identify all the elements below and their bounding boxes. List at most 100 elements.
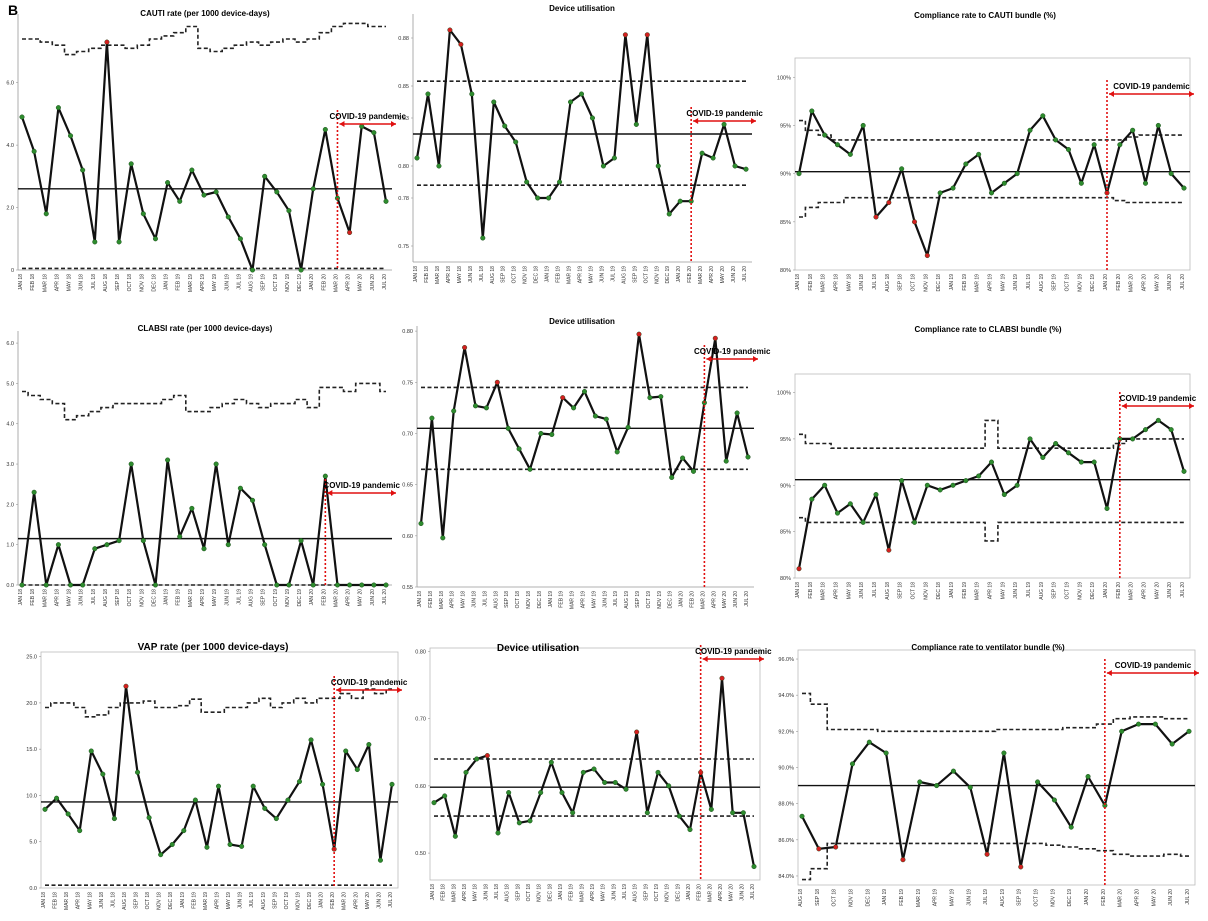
x-tick-label: JUN 18 [859, 274, 865, 291]
data-point [710, 155, 716, 161]
data-point [1181, 185, 1187, 191]
y-tick-label: 0.78 [398, 196, 409, 202]
data-point [1186, 728, 1192, 734]
data-point [204, 844, 210, 850]
data-point [1168, 171, 1174, 177]
plot-frame [794, 57, 1191, 271]
data-point [354, 767, 360, 773]
x-tick-label: JUN 20 [1167, 274, 1173, 291]
data-point [192, 797, 198, 803]
control-chart-9: Compliance rate to ventilator bundle (%)… [778, 643, 1199, 907]
data-point [298, 538, 304, 544]
data-point [524, 179, 530, 185]
x-tick-label: SEP 19 [272, 892, 278, 909]
covid-arrow-left-head [702, 656, 708, 662]
data-point [158, 852, 164, 858]
data-point [383, 198, 389, 204]
x-tick-label: JAN 19 [548, 591, 554, 608]
x-tick-label: SEP 19 [261, 589, 267, 606]
x-tick-label: NOV 19 [285, 274, 291, 292]
data-point [389, 781, 395, 787]
x-tick-label: MAR 19 [975, 582, 981, 600]
data-point [1119, 728, 1125, 734]
data-point [189, 167, 195, 173]
data-point [451, 408, 457, 414]
data-point [31, 489, 37, 495]
x-tick-label: FEB 18 [808, 274, 814, 291]
x-tick-label: FEB 20 [1101, 889, 1107, 906]
x-tick-label: JUL 20 [1180, 582, 1186, 598]
x-tick-label: JAN 19 [545, 266, 551, 283]
y-tick-label: 0.83 [398, 116, 409, 122]
x-tick-label: AUG 18 [798, 889, 804, 907]
x-tick-label: MAY 19 [212, 274, 218, 292]
x-tick-label: APR 18 [834, 274, 840, 291]
data-series-line [797, 109, 1185, 257]
data-point [538, 430, 544, 436]
data-point [274, 189, 280, 195]
x-tick-label: DEC 19 [675, 884, 681, 902]
signal-data-point [900, 857, 906, 863]
x-tick-label: APR 20 [1142, 582, 1148, 599]
data-point [189, 505, 195, 511]
data-point [1085, 774, 1091, 780]
x-tick-label: FEB 20 [1116, 274, 1122, 291]
x-tick-label: JAN 19 [164, 589, 170, 606]
data-point [591, 766, 597, 772]
data-point [1130, 127, 1136, 133]
data-point [1168, 427, 1174, 433]
x-tick-label: FEB 20 [1116, 582, 1122, 599]
x-tick-label: SEP 19 [635, 591, 641, 608]
x-tick-label: JUL 19 [622, 884, 628, 900]
x-tick-label: APR 18 [834, 582, 840, 599]
x-tick-label: SEP 19 [632, 266, 638, 283]
x-tick-label: JUN 18 [483, 884, 489, 901]
y-tick-label: 0.0 [6, 583, 14, 589]
x-tick-label: DEC 19 [1067, 889, 1073, 907]
x-tick-label: MAR 20 [1118, 889, 1124, 907]
y-tick-label: 0.70 [402, 431, 413, 437]
upper-control-limit [22, 22, 386, 56]
x-tick-label: APR 19 [581, 591, 587, 608]
data-point [687, 827, 693, 833]
x-tick-label: JUN 19 [966, 889, 972, 906]
data-point [68, 133, 74, 139]
x-tick-label: JUL 20 [382, 274, 388, 290]
data-point [625, 424, 631, 430]
x-tick-label: OCT 18 [526, 884, 532, 902]
x-tick-label: MAR 19 [188, 589, 194, 607]
data-point [262, 173, 268, 179]
x-tick-label: MAY 20 [358, 274, 364, 292]
signal-data-point [886, 547, 892, 553]
x-tick-label: DEC 19 [297, 589, 303, 607]
y-tick-label: 88.0% [778, 802, 794, 808]
data-point [250, 497, 256, 503]
data-point [213, 461, 219, 467]
x-tick-label: OCT 19 [273, 274, 279, 292]
data-point [100, 771, 106, 777]
data-point [77, 828, 83, 834]
x-tick-label: JUL 18 [872, 582, 878, 598]
y-tick-label: 0 [11, 268, 14, 274]
chart-title: Compliance rate to CAUTI bundle (%) [914, 11, 1056, 20]
data-point [538, 790, 544, 796]
upper-control-limit [799, 119, 1184, 141]
data-point [308, 737, 314, 743]
data-point [473, 403, 479, 409]
control-chart-5: Device utilisation 0.55 0.60 0.65 0.70 0.75 0.… [402, 317, 771, 609]
data-point [623, 786, 629, 792]
data-point [989, 459, 995, 465]
x-tick-label: FEB 18 [53, 892, 59, 909]
data-point [799, 813, 805, 819]
x-tick-label: JAN 20 [319, 892, 325, 909]
data-point [1078, 180, 1084, 186]
x-tick-label: SEP 18 [515, 884, 521, 901]
data-point [1155, 122, 1161, 128]
upper-control-limit [22, 382, 386, 421]
x-tick-label: MAY 19 [601, 884, 607, 902]
x-tick-label: APR 20 [1142, 274, 1148, 291]
lower-control-limit [799, 196, 1184, 218]
x-tick-label: NOV 18 [139, 589, 145, 607]
data-point [934, 783, 940, 789]
signal-data-point [873, 214, 879, 220]
